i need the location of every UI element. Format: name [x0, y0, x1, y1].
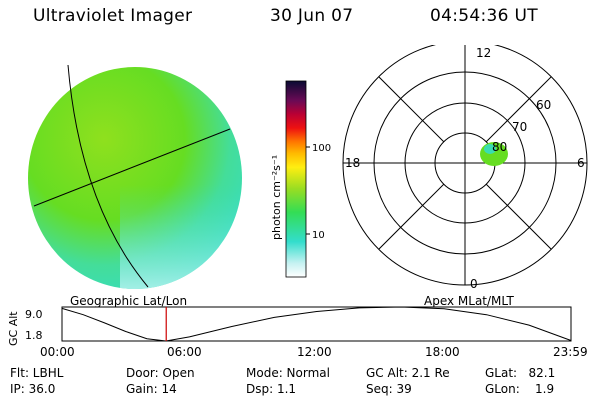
colorbar-tick-10: 10 — [312, 230, 325, 241]
status-seq: Seq: 39 — [366, 382, 412, 396]
colorbar-label: photon cm⁻²s⁻¹ — [270, 155, 283, 240]
latitude-line — [33, 128, 231, 207]
time-label: 04:54:36 UT — [430, 6, 538, 26]
status-gain: Gain: 14 — [126, 382, 177, 396]
lat-label-80: 80 — [492, 140, 507, 154]
colorbar-tick-100: 100 — [312, 143, 331, 154]
status-door: Door: Open — [126, 366, 195, 380]
alt-xtick-0000: 00:00 — [40, 345, 75, 359]
alt-xtick-0600: 06:00 — [167, 345, 202, 359]
alt-xtick-1200: 12:00 — [297, 345, 332, 359]
status-glon: GLon: 1.9 — [485, 382, 555, 396]
instrument-title: Ultraviolet Imager — [33, 6, 193, 26]
status-dsp: Dsp: 1.1 — [246, 382, 297, 396]
meridian-line — [67, 64, 149, 288]
uv-image-globe — [28, 64, 242, 289]
alt-xtick-1800: 18:00 — [425, 345, 460, 359]
alt-plot-left-title: Geographic Lat/Lon — [70, 294, 188, 308]
status-mode: Mode: Normal — [246, 366, 330, 380]
alt-series-line — [61, 306, 572, 342]
alt-plot-right-title: Apex MLat/MLT — [424, 294, 514, 308]
colorbar-gradient — [285, 80, 307, 278]
alt-plot-frame — [61, 306, 572, 342]
status-ip: IP: 36.0 — [10, 382, 56, 396]
mlt-label-18: 18 — [345, 156, 360, 170]
status-glat: GLat: 82.1 — [485, 366, 556, 380]
lat-label-60: 60 — [536, 98, 551, 112]
altitude-chart: GC Alt 9.0 1.8 — [7, 306, 572, 346]
mlt-label-0: 0 — [470, 277, 478, 290]
colorbar: 100 10 photon cm⁻²s⁻¹ — [270, 80, 331, 278]
status-gc-alt: GC Alt: 2.1 Re — [366, 366, 450, 380]
alt-ytick-min: 1.8 — [25, 329, 43, 342]
date-label: 30 Jun 07 — [270, 6, 354, 26]
mlt-label-12: 12 — [476, 46, 491, 60]
alt-ytick-max: 9.0 — [25, 308, 43, 321]
lat-label-70: 70 — [512, 120, 527, 134]
polar-mlt-plot: 12 18 6 0 60 70 80 — [342, 45, 588, 290]
alt-xtick-2359: 23:59 — [553, 345, 588, 359]
status-flt: Flt: LBHL — [10, 366, 64, 380]
mlt-label-6: 6 — [577, 156, 585, 170]
alt-ylabel: GC Alt — [7, 311, 20, 346]
